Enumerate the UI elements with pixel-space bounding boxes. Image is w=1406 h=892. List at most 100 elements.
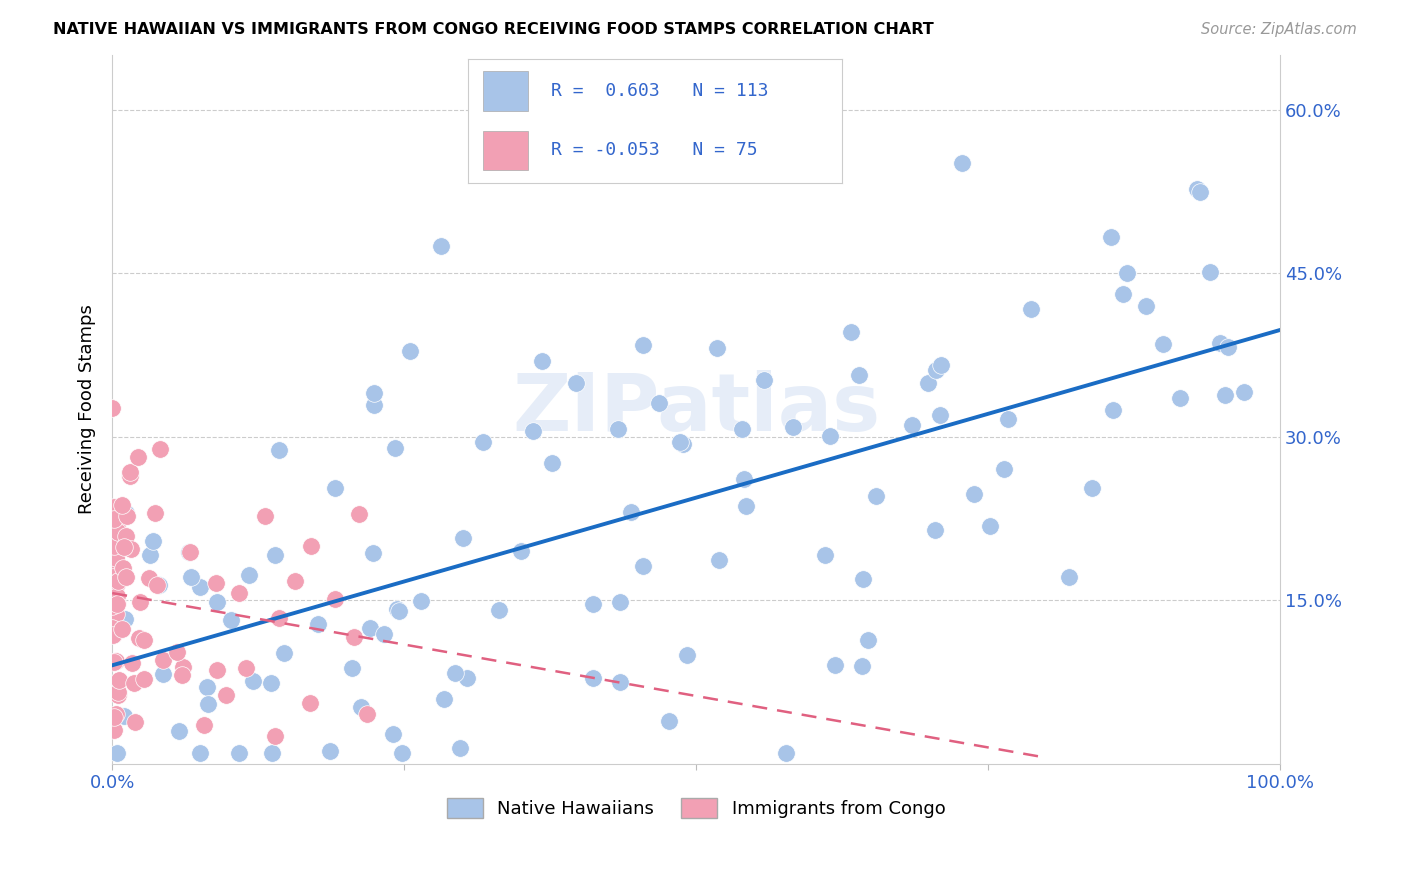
Point [228, 746, 250, 760]
Point [1019, 301, 1042, 316]
Point [1187, 181, 1209, 195]
Point [111, 498, 134, 512]
Point [325, 591, 347, 606]
Point [235, 660, 257, 674]
Point [124, 714, 146, 729]
Point [111, 560, 134, 574]
Point [180, 570, 202, 584]
Point [105, 706, 128, 721]
Point [363, 386, 385, 401]
Point [672, 437, 695, 451]
Point [107, 685, 129, 699]
Point [1213, 388, 1236, 402]
Point [449, 741, 471, 756]
Point [1057, 569, 1080, 583]
Point [318, 744, 340, 758]
Text: Source: ZipAtlas.com: Source: ZipAtlas.com [1201, 22, 1357, 37]
Point [609, 675, 631, 690]
Point [456, 671, 478, 685]
Point [531, 354, 554, 368]
Point [1232, 384, 1254, 399]
Point [238, 568, 260, 582]
Point [118, 469, 141, 483]
Point [522, 424, 544, 438]
Point [1101, 403, 1123, 417]
Point [917, 376, 939, 390]
Point [308, 617, 330, 632]
Point [149, 442, 172, 457]
Point [669, 435, 692, 450]
Point [733, 473, 755, 487]
Point [706, 341, 728, 355]
Point [323, 481, 346, 495]
Point [1135, 299, 1157, 313]
Point [1152, 337, 1174, 351]
Point [658, 714, 681, 729]
Point [101, 570, 124, 584]
Point [382, 727, 405, 741]
Point [104, 654, 127, 668]
Point [856, 632, 879, 647]
Point [105, 595, 128, 609]
Point [166, 645, 188, 659]
Point [101, 562, 124, 576]
Point [105, 532, 128, 546]
Point [950, 156, 973, 170]
Point [260, 746, 283, 760]
Point [924, 523, 946, 537]
Point [172, 660, 194, 674]
Point [145, 578, 167, 592]
Point [120, 466, 142, 480]
Point [122, 675, 145, 690]
Point [472, 435, 495, 450]
Point [112, 541, 135, 555]
Point [195, 680, 218, 694]
Point [103, 709, 125, 723]
Point [929, 408, 952, 422]
Point [631, 559, 654, 574]
Point [901, 417, 924, 432]
Point [398, 343, 420, 358]
Point [228, 585, 250, 599]
Point [105, 746, 128, 760]
Point [104, 579, 127, 593]
Point [101, 621, 124, 635]
Point [127, 450, 149, 465]
Point [101, 401, 124, 415]
Point [963, 487, 986, 501]
Point [101, 599, 124, 614]
Point [205, 663, 228, 677]
Point [1115, 266, 1137, 280]
Point [103, 655, 125, 669]
Point [105, 529, 128, 543]
Point [359, 622, 381, 636]
Point [215, 689, 238, 703]
Point [848, 368, 870, 383]
Point [609, 595, 631, 609]
Point [1189, 186, 1212, 200]
Point [510, 544, 533, 558]
Point [260, 675, 283, 690]
Point [730, 422, 752, 436]
Point [152, 666, 174, 681]
Point [997, 411, 1019, 425]
Point [104, 607, 127, 621]
Point [188, 746, 211, 760]
Point [813, 549, 835, 563]
Legend: Native Hawaiians, Immigrants from Congo: Native Hawaiians, Immigrants from Congo [440, 790, 953, 826]
Point [179, 545, 201, 559]
Point [675, 648, 697, 662]
Point [104, 596, 127, 610]
Point [430, 239, 453, 253]
Point [105, 520, 128, 534]
Text: NATIVE HAWAIIAN VS IMMIGRANTS FROM CONGO RECEIVING FOOD STAMPS CORRELATION CHART: NATIVE HAWAIIAN VS IMMIGRANTS FROM CONGO… [53, 22, 934, 37]
Point [1112, 287, 1135, 301]
Point [409, 594, 432, 608]
Point [540, 456, 562, 470]
Point [633, 337, 655, 351]
Point [197, 697, 219, 711]
Point [112, 708, 135, 723]
Point [107, 575, 129, 590]
Point [167, 724, 190, 739]
Point [925, 363, 948, 377]
